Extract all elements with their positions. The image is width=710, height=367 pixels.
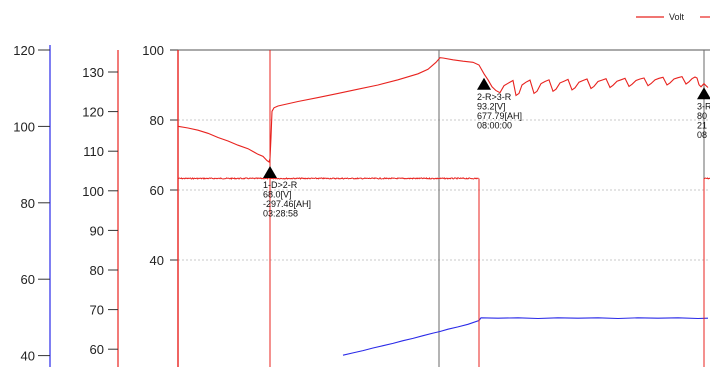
series-blue-line — [342, 317, 709, 356]
annotations: 1-D>2-R68.0[V]-297.46[AH]03:28:58 2-R>3-R… — [263, 77, 710, 219]
annotation-marker — [697, 87, 710, 100]
series — [177, 57, 710, 367]
annotation-marker — [477, 77, 491, 90]
current-trace — [177, 177, 479, 180]
annotation-label: 08 — [697, 130, 707, 140]
red-axis-tick-label: 130 — [82, 65, 104, 80]
axes: 120 100 80 60 40 130 120 110 100 90 80 70 60 100 80 60 4… — [13, 43, 178, 367]
annotation-label: 80 — [697, 111, 707, 121]
main-axis-tick-label: 100 — [142, 43, 164, 58]
annotation-label: -297.46[AH] — [263, 199, 311, 209]
red-axis-tick-label: 70 — [90, 303, 104, 318]
blue-axis-tick-label: 120 — [13, 43, 35, 58]
annotation-label: 21 — [697, 120, 707, 130]
blue-axis-tick-label: 60 — [21, 272, 35, 287]
blue-axis-tick-label: 40 — [21, 349, 35, 364]
red-axis-tick-label: 100 — [82, 184, 104, 199]
legend-volt-label: Volt — [669, 12, 685, 22]
blue-axis-tick-label: 100 — [13, 119, 35, 134]
annotation-label: 677.79[AH] — [477, 111, 522, 121]
red-axis-tick-label: 60 — [90, 342, 104, 357]
red-axis-tick-label: 90 — [90, 223, 104, 238]
current-trace — [703, 177, 710, 180]
main-axis-tick-label: 60 — [150, 183, 164, 198]
legend: Volt — [636, 12, 710, 22]
annotation-label: 08:00:00 — [477, 120, 512, 130]
annotation-label: 3-R — [697, 101, 710, 111]
red-axis-tick-label: 80 — [90, 263, 104, 278]
grid-lines — [178, 49, 710, 261]
event-lines — [177, 50, 705, 367]
main-axis-tick-label: 40 — [150, 253, 164, 268]
annotation-label: 93.2[V] — [477, 101, 506, 111]
annotation-label: 1-D>2-R — [263, 180, 298, 190]
annotation-label: 68.0[V] — [263, 190, 292, 200]
red-axis-tick-label: 120 — [82, 105, 104, 120]
annotation-marker — [263, 166, 277, 178]
blue-axis-tick-label: 80 — [21, 196, 35, 211]
series-volt-line — [177, 57, 709, 163]
red-axis-tick-label: 110 — [83, 144, 104, 159]
annotation-label: 2-R>3-R — [477, 92, 512, 102]
main-axis-tick-label: 80 — [150, 113, 164, 128]
annotation-label: 03:28:58 — [263, 209, 298, 219]
